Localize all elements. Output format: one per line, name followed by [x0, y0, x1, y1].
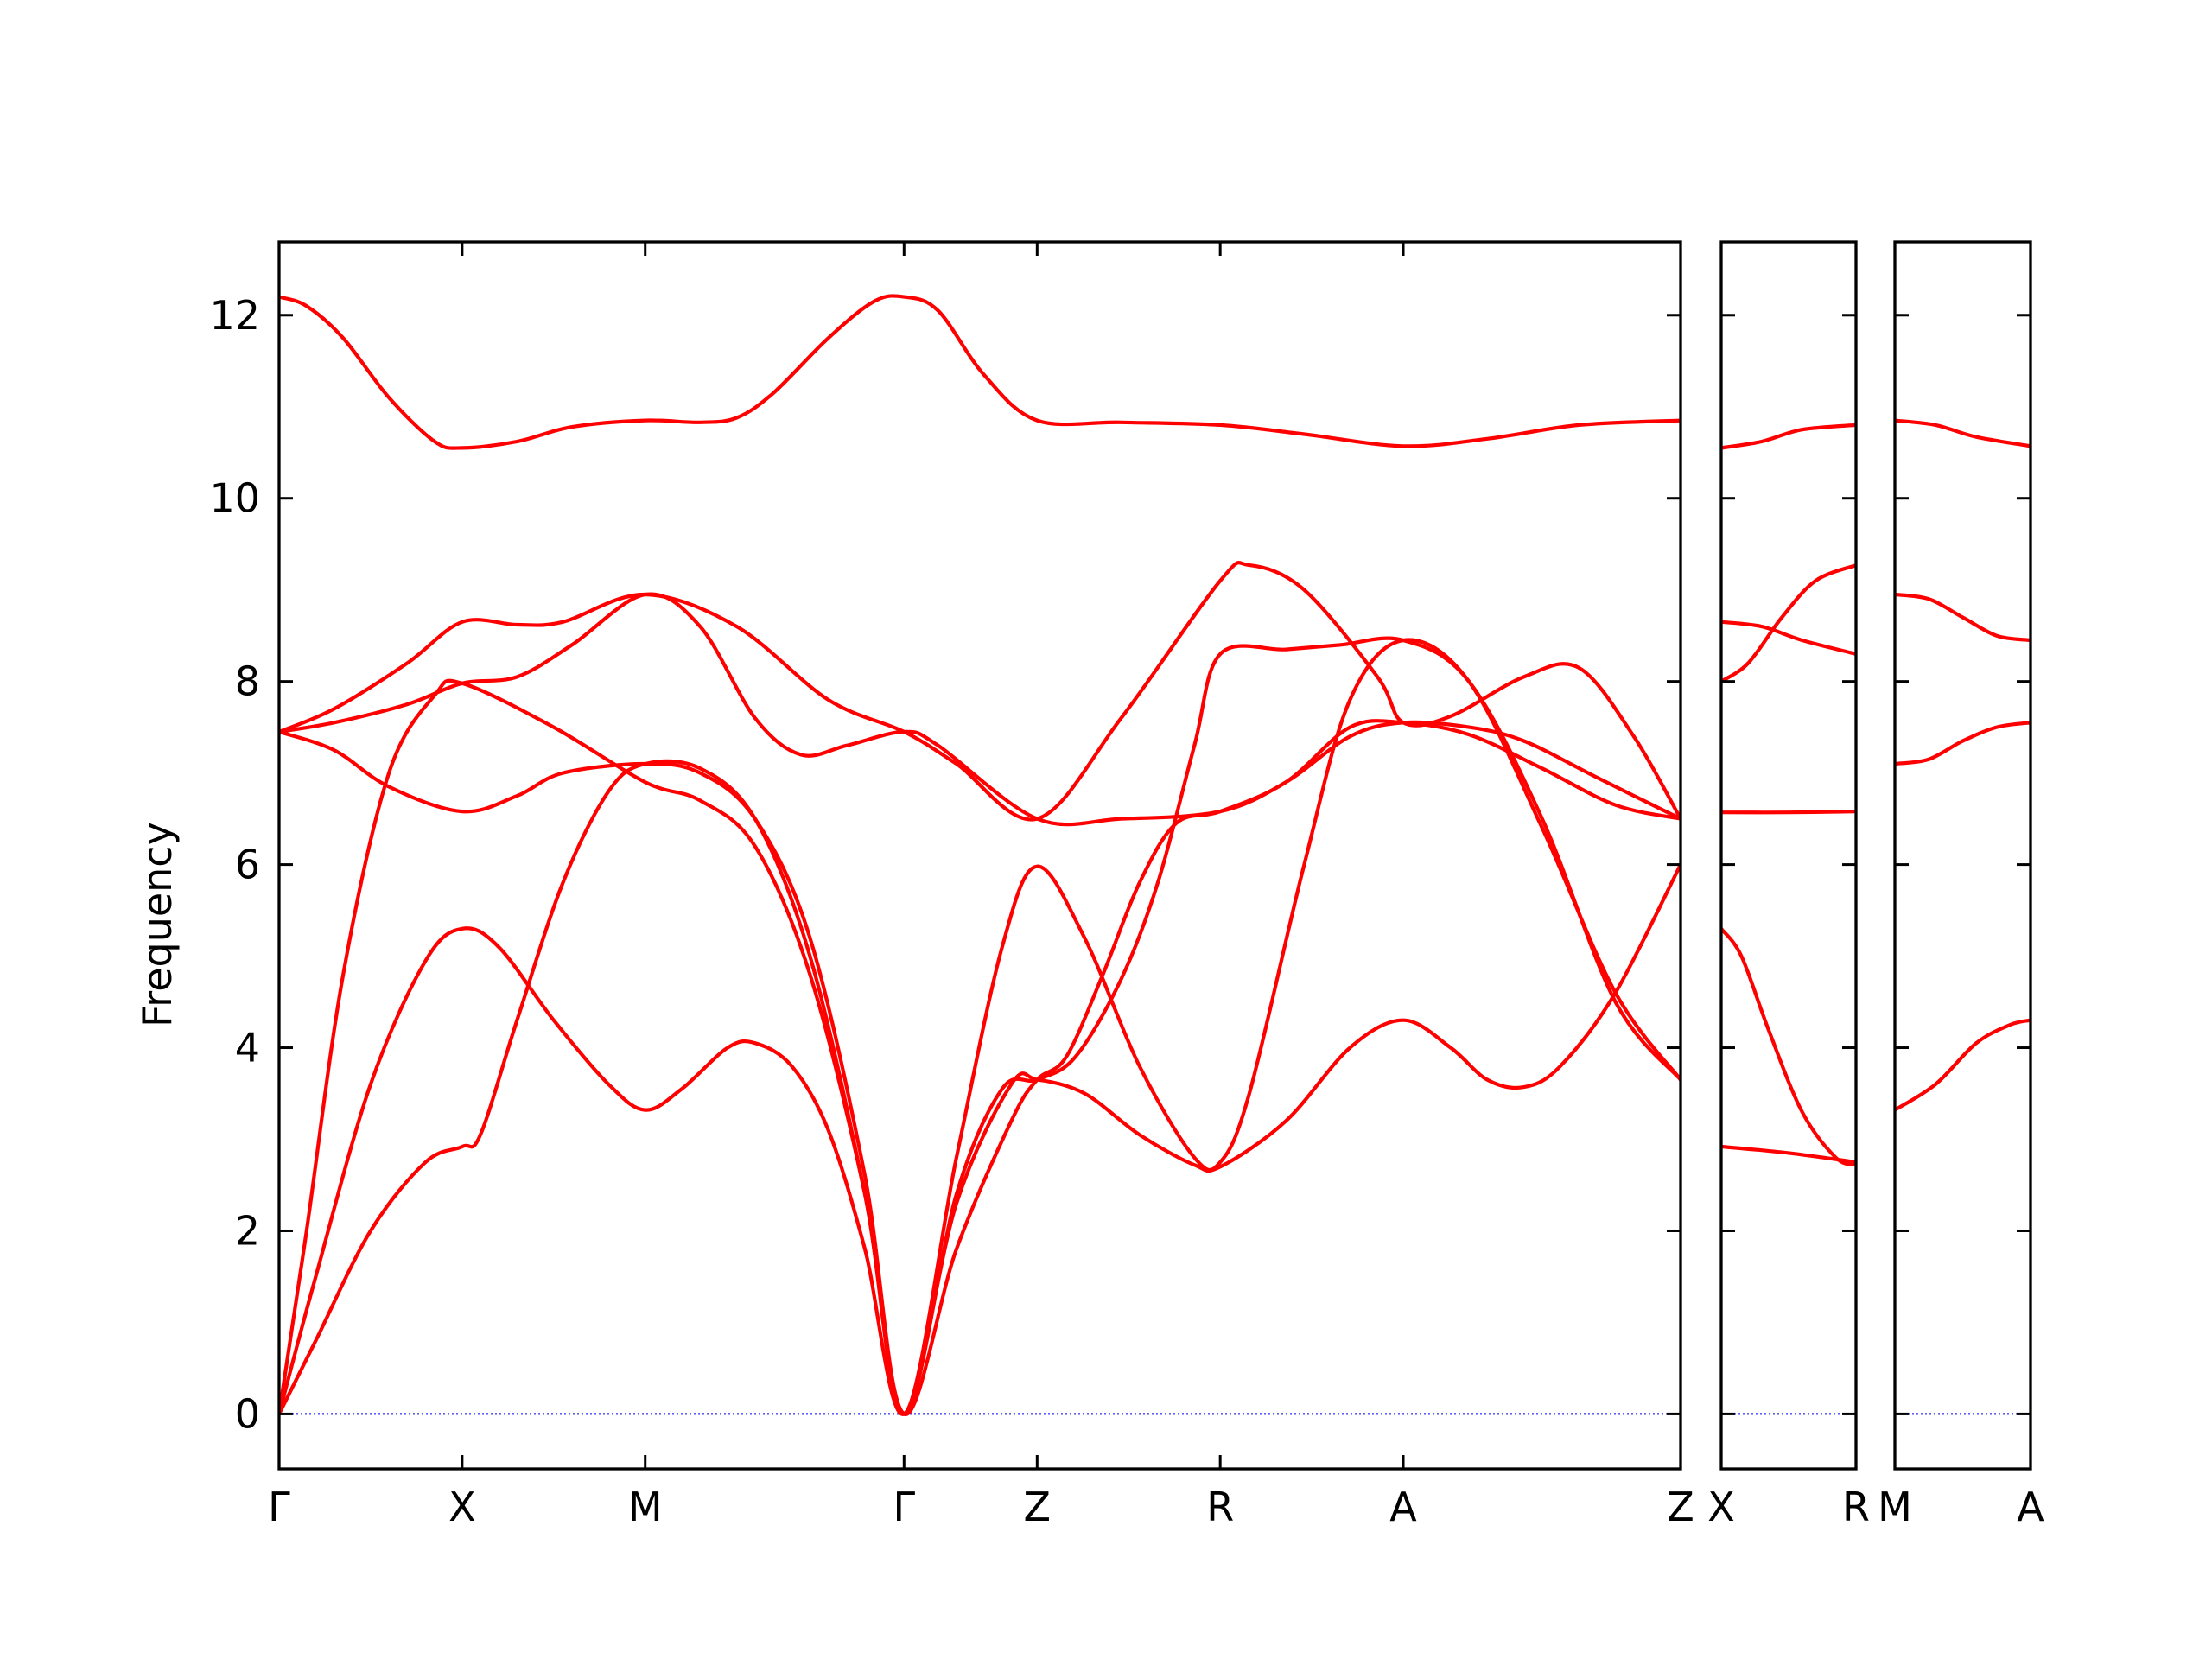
x-tick-label: R — [1206, 1484, 1234, 1530]
y-tick-label: 10 — [209, 475, 260, 522]
band-2 — [1721, 563, 1856, 683]
band-6 — [279, 863, 1681, 1416]
y-tick-label: 12 — [209, 292, 260, 339]
x-tick-label: M — [1878, 1484, 1912, 1530]
band-1 — [279, 294, 1681, 450]
band-7 — [279, 719, 1681, 1416]
x-tick-label: M — [628, 1484, 663, 1530]
axes-frame — [1719, 240, 1858, 1471]
panel-1: 0 2 4 6 8 10 12 Γ X M Γ Z R A Z — [209, 240, 1694, 1530]
band-5 — [279, 638, 1681, 1416]
band-1 — [1895, 418, 2031, 448]
y-tick-label: 2 — [235, 1207, 260, 1254]
band-3 — [1895, 721, 2031, 766]
band-5 — [1721, 927, 1856, 1167]
band-3 — [1721, 620, 1856, 656]
band-1 — [1721, 423, 1856, 450]
x-tick-label: Z — [1667, 1484, 1694, 1530]
band-6 — [1721, 1144, 1856, 1165]
axes-frame — [277, 240, 1682, 1471]
y-tick-label: 4 — [235, 1025, 260, 1071]
band-4 — [279, 636, 1681, 1416]
band-3 — [279, 592, 1681, 827]
band-2 — [279, 561, 1681, 822]
axes-frame — [1893, 240, 2032, 1471]
band-4 — [1721, 810, 1856, 815]
y-tick-label: 8 — [235, 658, 260, 705]
x-tick-label: A — [1389, 1484, 1417, 1530]
x-tick-label: Γ — [893, 1484, 915, 1530]
x-tick-label: X — [1707, 1484, 1735, 1530]
x-tick-label: A — [2017, 1484, 2044, 1530]
x-tick-label: R — [1842, 1484, 1870, 1530]
y-axis-label: Frequency — [134, 822, 181, 1027]
y-tick-label: 0 — [235, 1390, 260, 1437]
x-tick-label: X — [448, 1484, 476, 1530]
x-tick-label: Z — [1024, 1484, 1052, 1530]
y-tick-label: 6 — [235, 842, 260, 888]
band-4 — [1895, 1018, 2031, 1112]
x-tick-label: Γ — [268, 1484, 290, 1530]
band-2 — [1895, 592, 2031, 643]
